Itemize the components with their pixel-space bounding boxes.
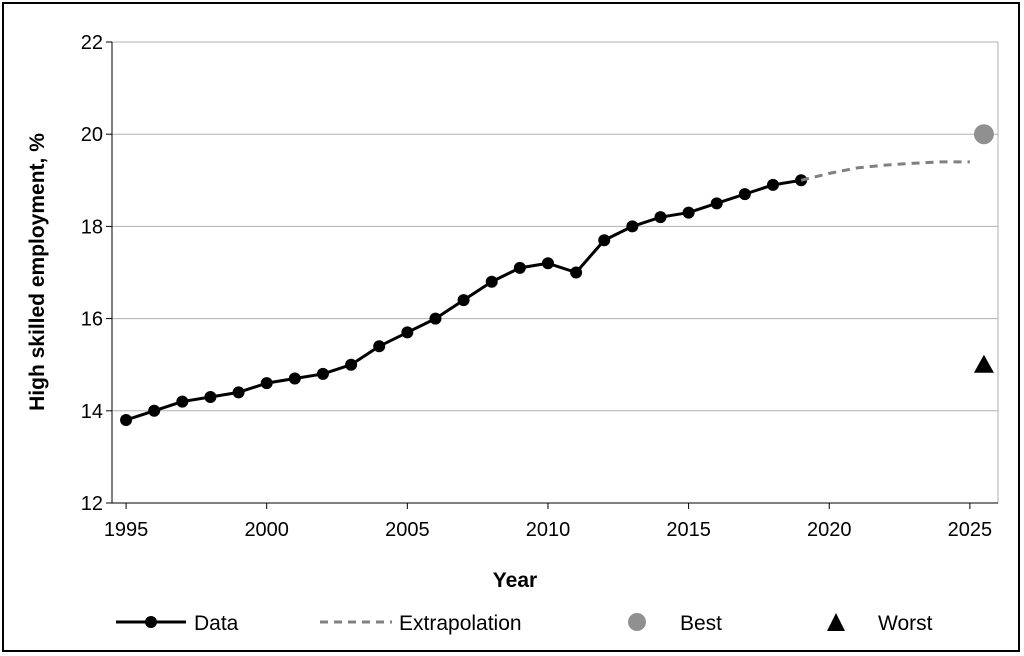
extrapolation-line [800, 160, 970, 182]
x-tick-label-2000: 2000 [244, 519, 289, 541]
gridlines [112, 133, 998, 412]
data-point-2012 [598, 234, 611, 247]
legend-worst-marker [827, 613, 845, 631]
y-tick-label-18: 18 [81, 216, 103, 238]
data-point-2002 [316, 367, 329, 380]
y-tick-labels: 12 14 16 18 20 22 [81, 32, 103, 515]
x-tick-label-1995: 1995 [104, 519, 149, 541]
legend-extrapolation-label: Extrapolation [399, 612, 522, 635]
data-point-1998 [204, 390, 217, 403]
data-point-1997 [176, 395, 189, 408]
data-point-2001 [288, 372, 301, 385]
legend-best-marker [628, 613, 646, 631]
best-point [973, 124, 994, 145]
data-point-2000 [260, 377, 273, 390]
x-tick-label-2015: 2015 [666, 519, 711, 541]
y-axis-title: High skilled employment, % [26, 133, 49, 411]
plot-area-border [111, 41, 999, 504]
data-point-1999 [232, 386, 245, 399]
x-axis-title: Year [493, 569, 537, 592]
data-point-2017 [738, 188, 751, 201]
x-tick-label-2010: 2010 [526, 519, 571, 541]
x-tick-label-2025: 2025 [948, 519, 993, 541]
y-tick-label-16: 16 [81, 309, 103, 331]
data-point-2018 [766, 178, 779, 191]
legend-best-label: Best [680, 612, 722, 635]
data-point-2014 [654, 211, 667, 224]
worst-point [973, 354, 994, 373]
y-tick-label-12: 12 [81, 493, 103, 515]
legend-worst-label: Worst [878, 612, 933, 635]
data-point-2003 [345, 358, 358, 371]
x-tick-labels: 1995 2000 2005 2010 2015 2020 2025 [104, 519, 992, 541]
data-point-2010 [541, 257, 554, 270]
data-point-2008 [485, 275, 498, 288]
data-point-2005 [401, 326, 414, 339]
data-point-2007 [457, 294, 470, 307]
data-point-2011 [570, 266, 583, 279]
data-point-2006 [429, 312, 442, 325]
data-point-2015 [682, 206, 695, 219]
data-point-2004 [373, 340, 386, 353]
x-tick-label-2005: 2005 [385, 519, 430, 541]
data-point-1995 [120, 414, 133, 427]
y-tick-label-14: 14 [81, 401, 103, 423]
legend: Data Extrapolation Best Worst [116, 612, 933, 635]
data-point-2009 [513, 261, 526, 274]
axes [106, 41, 999, 509]
y-tick-label-22: 22 [81, 32, 103, 54]
y-tick-label-20: 20 [81, 124, 103, 146]
series-group [120, 124, 994, 427]
data-point-2016 [710, 197, 723, 210]
data-point-2013 [626, 220, 639, 233]
legend-data-label: Data [194, 612, 239, 635]
data-point-1996 [148, 404, 161, 417]
legend-data-marker [145, 616, 157, 628]
x-tick-label-2020: 2020 [807, 519, 852, 541]
